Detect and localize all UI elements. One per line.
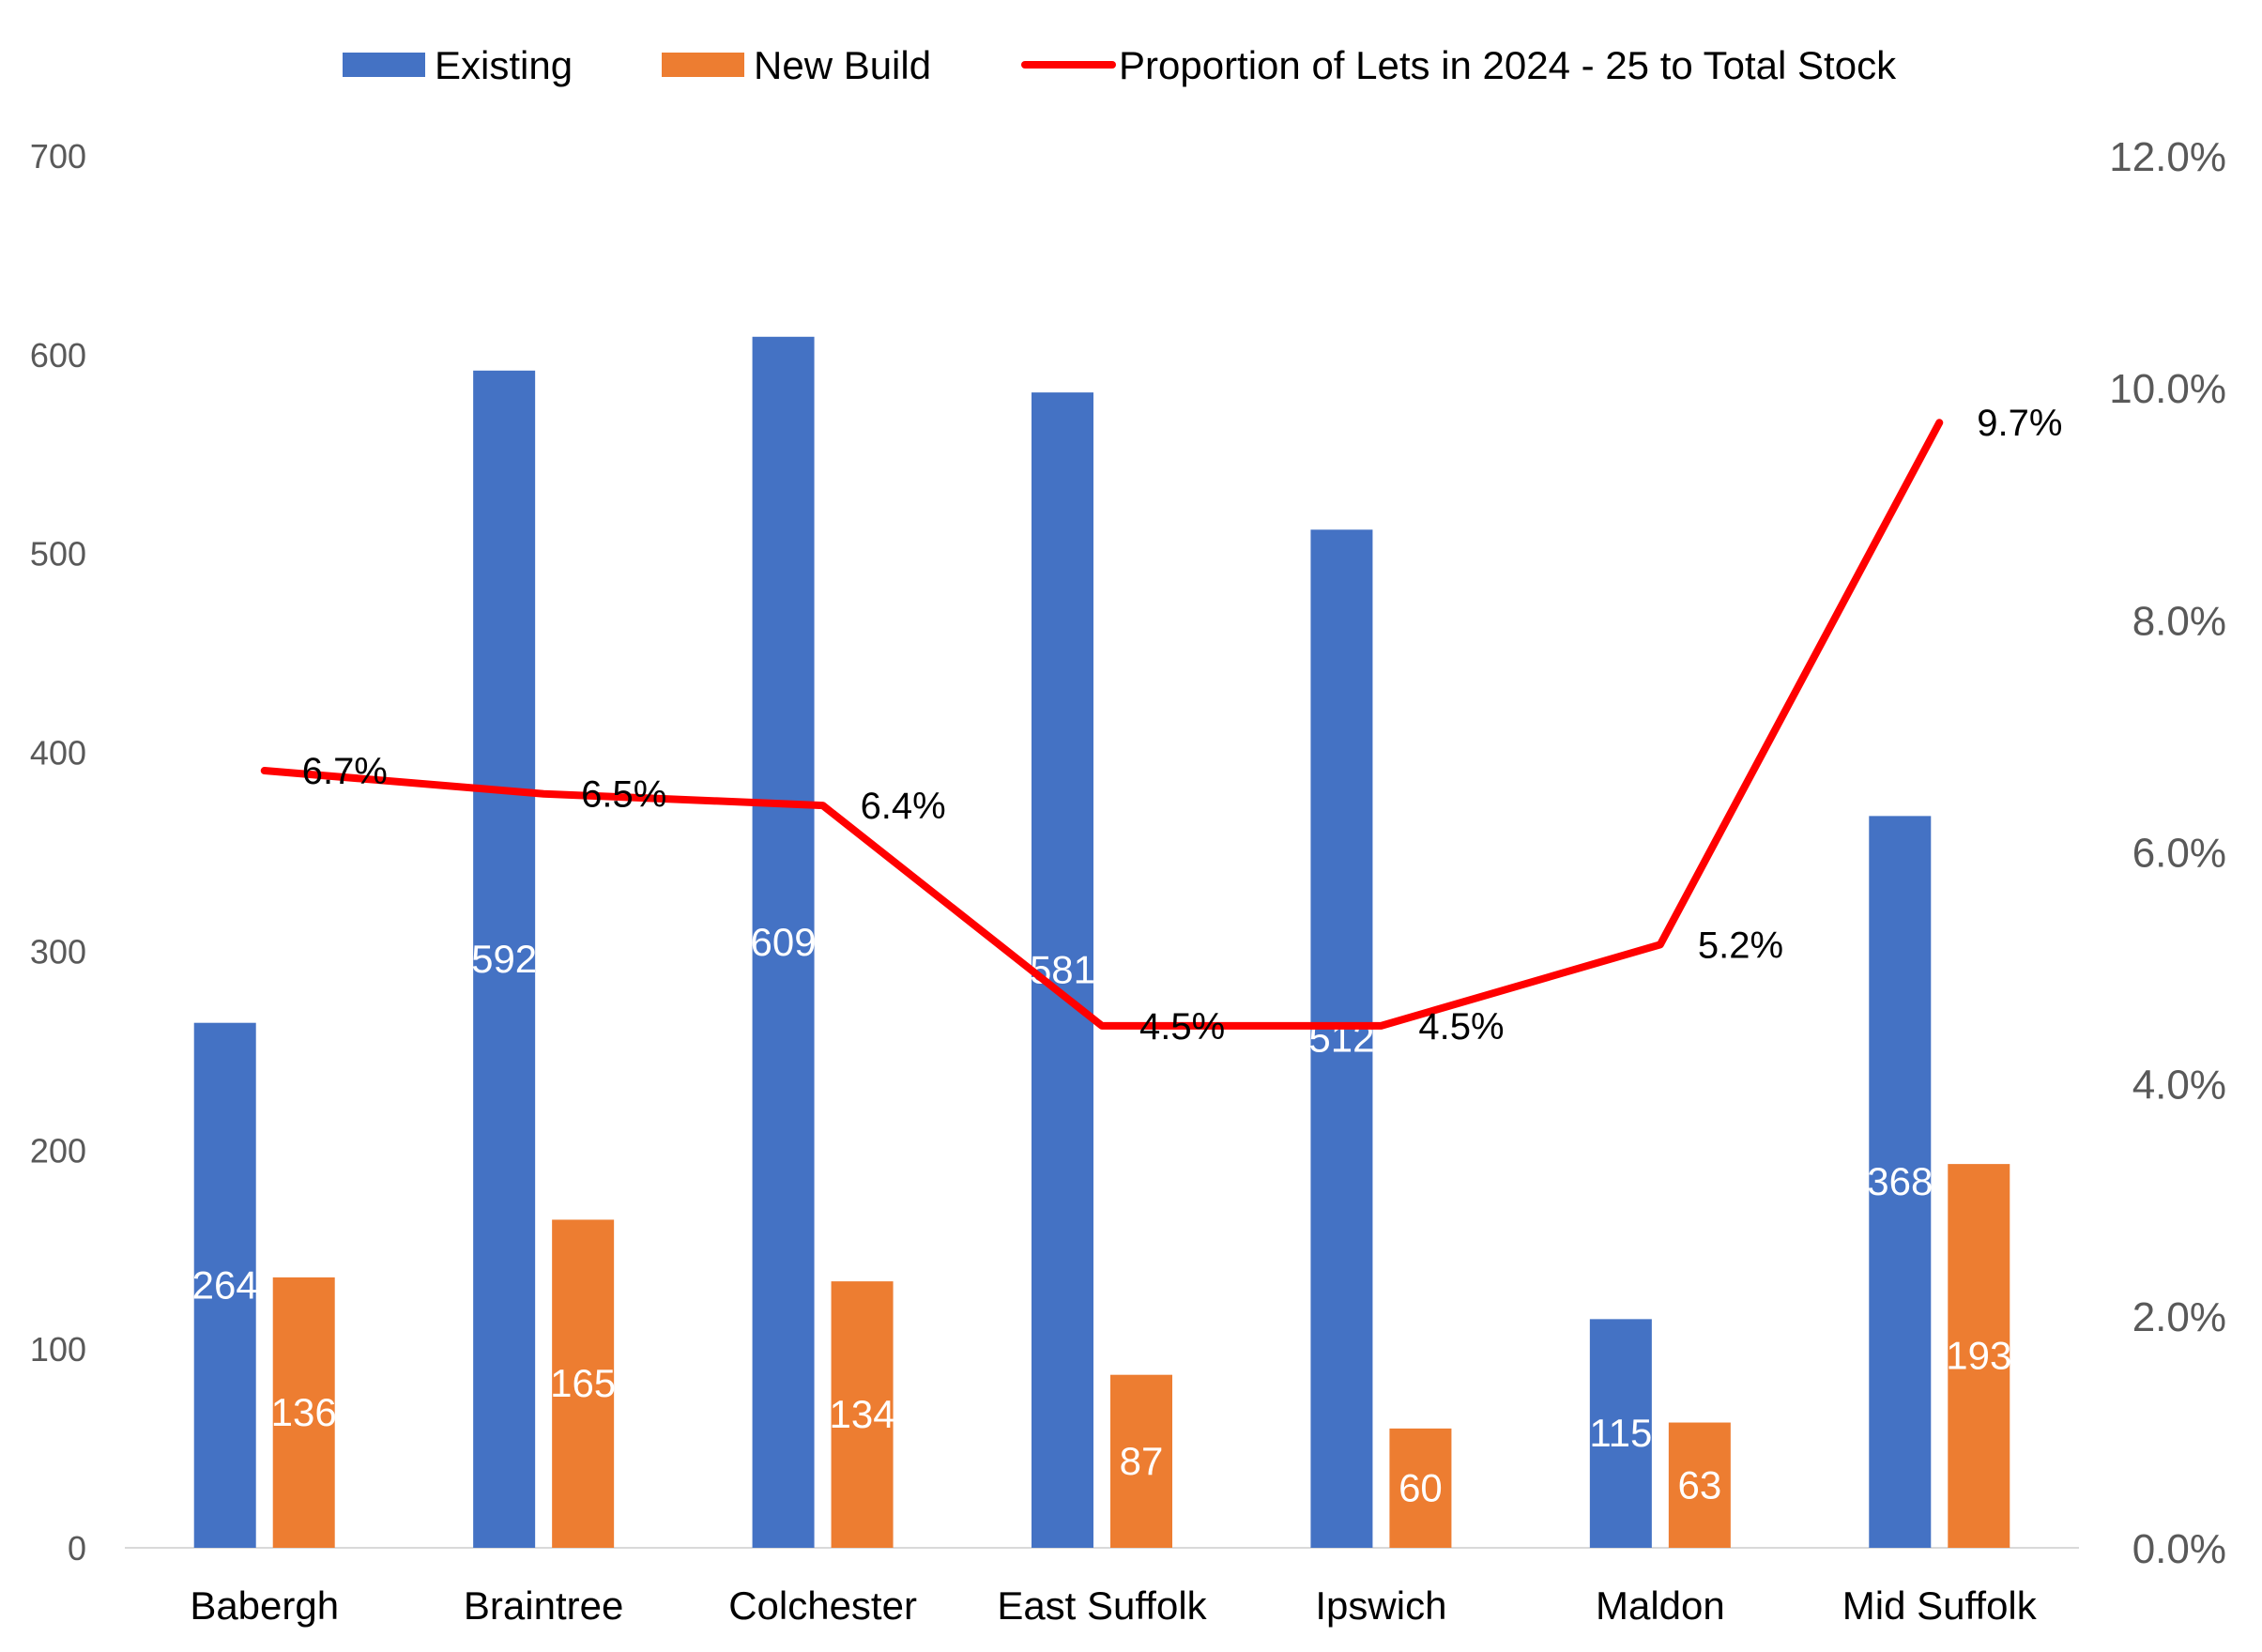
bar-new-build [552,1219,615,1548]
bar-data-label: 87 [1120,1439,1164,1483]
axes: 0 100 200 300 400 500 600 700 0.0% 2.0% 4.0% 6.0% 8.… [30,134,2226,1628]
bar-data-label: 609 [751,920,817,964]
legend-label-proportion: Proportion of Lets in 2024 - 25 to Total… [1119,43,1897,87]
bar-data-label: 165 [550,1361,616,1405]
y-left-tick-label: 500 [30,535,86,574]
bar-existing [1589,1319,1652,1548]
y-left-tick-label: 200 [30,1131,86,1170]
bar-data-label: 264 [192,1262,258,1307]
legend-label-new-build: New Build [754,43,931,87]
bar-data-label: 592 [471,937,537,981]
line-data-label: 6.7% [302,751,388,792]
line-series [260,419,1944,1030]
y-left-tick-label: 600 [30,336,86,375]
y-right-tick-label: 10.0% [2109,366,2226,412]
x-tick-label: East Suffolk [997,1583,1207,1628]
bar-existing [1869,816,1932,1548]
line-labels: 6.7% 6.5% 6.4% 4.5% 4.5% 5.2% 9.7% [302,403,2063,1048]
bar-new-build [1389,1428,1452,1548]
y-right-tick-label: 0.0% [2132,1526,2226,1572]
bar-data-label: 368 [1867,1159,1933,1203]
bar-data-label: 193 [1946,1334,2011,1378]
line-data-label: 6.4% [861,786,946,827]
legend-swatch-existing [343,53,425,77]
proportion-line [260,419,1944,1030]
bars [193,336,2010,1549]
line-data-label: 5.2% [1698,925,1783,966]
y-right-tick-label: 4.0% [2132,1063,2226,1109]
bar-new-build [1948,1164,2010,1548]
bar-existing [752,336,815,1548]
line-data-label: 6.5% [581,774,666,816]
bar-data-label: 60 [1398,1465,1443,1509]
x-tick-label: Braintree [464,1583,623,1628]
legend-label-existing: Existing [435,43,573,87]
x-tick-label: Babergh [190,1583,339,1628]
x-tick-label: Mid Suffolk [1842,1583,2038,1628]
y-right-tick-label: 8.0% [2132,598,2226,644]
bar-new-build [1668,1422,1731,1548]
y-right-tick-label: 12.0% [2109,134,2226,180]
bar-existing [1310,529,1373,1548]
y-left-tick-label: 0 [68,1529,86,1568]
line-data-label: 4.5% [1418,1006,1504,1048]
y-right-tick-label: 2.0% [2132,1294,2226,1340]
y-left-tick-label: 400 [30,734,86,772]
bar-data-label: 115 [1589,1411,1652,1455]
y-left-tick-label: 100 [30,1330,86,1369]
line-data-label: 9.7% [1977,403,2062,444]
bar-new-build [272,1277,335,1548]
bar-data-label: 134 [830,1392,895,1436]
bar-data-label: 136 [271,1390,337,1434]
bar-existing [193,1022,256,1548]
y-left-tick-label: 700 [30,137,86,176]
y-left-tick-label: 300 [30,932,86,971]
bar-existing [1032,392,1093,1548]
bar-data-label: 63 [1677,1462,1721,1507]
bar-data-label: 581 [1030,948,1095,992]
line-data-label: 4.5% [1139,1006,1225,1048]
x-tick-label: Maldon [1596,1583,1725,1628]
bar-new-build [831,1281,894,1548]
legend: Existing New Build Proportion of Lets in… [343,43,1897,87]
y-right-tick-label: 6.0% [2132,831,2226,877]
bar-new-build [1110,1374,1172,1548]
bar-existing [473,370,536,1549]
x-tick-label: Ipswich [1315,1583,1446,1628]
legend-swatch-new-build [662,53,744,77]
x-tick-label: Colchester [728,1583,917,1628]
